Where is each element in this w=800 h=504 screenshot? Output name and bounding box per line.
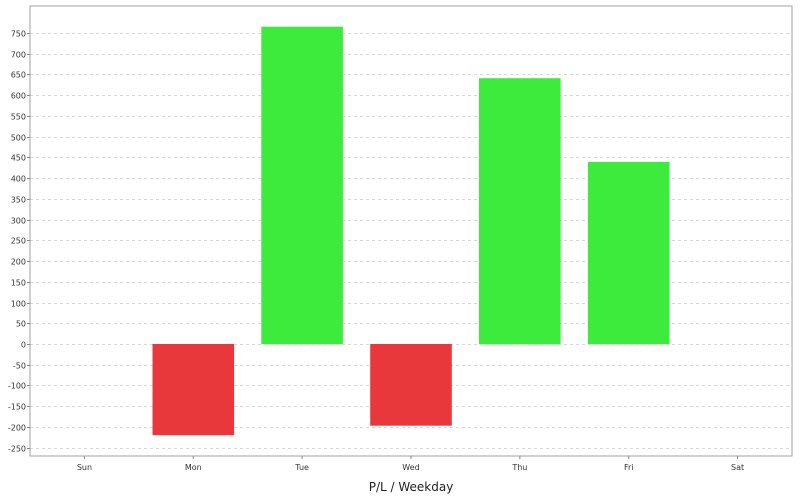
x-tick-label-mon: Mon — [185, 463, 202, 472]
y-axis: -250 -200 -150 -100 -50 0 50 100 150 200 250 300 350… — [8, 30, 30, 454]
y-tick-label: 350 — [11, 196, 26, 205]
y-tick-label: 450 — [11, 154, 26, 163]
bar-tue — [261, 26, 343, 344]
x-tick-label-sun: Sun — [77, 463, 92, 472]
y-tick-label: 150 — [11, 279, 26, 288]
bar-mon — [152, 344, 235, 436]
y-tick-label: 200 — [11, 258, 26, 267]
y-tick-label: 50 — [16, 320, 26, 329]
x-tick-label-wed: Wed — [402, 463, 419, 472]
y-tick-label: 750 — [11, 30, 26, 39]
y-tick-label: 0 — [21, 341, 26, 350]
y-tick-label: 650 — [11, 71, 26, 80]
bar-fri — [587, 161, 670, 344]
x-axis: Sun Mon Tue Wed Thu Fri Sat — [77, 456, 744, 472]
x-axis-title: P/L / Weekday — [369, 480, 454, 494]
y-tick-label: 600 — [11, 92, 26, 101]
y-tick-label: 500 — [11, 134, 26, 143]
y-tick-label: 400 — [11, 175, 26, 184]
y-tick-label: 250 — [11, 237, 26, 246]
x-tick-label-tue: Tue — [294, 463, 309, 472]
bar-wed — [370, 344, 452, 426]
y-tick-label: 300 — [11, 217, 26, 226]
y-tick-label: -100 — [8, 382, 26, 391]
y-tick-label: -150 — [8, 403, 26, 412]
y-tick-label: 700 — [11, 51, 26, 60]
x-tick-label-fri: Fri — [624, 463, 634, 472]
bar-thu — [479, 78, 561, 345]
grid-layer — [30, 33, 792, 449]
y-tick-label: 550 — [11, 113, 26, 122]
y-tick-label: -250 — [8, 445, 26, 454]
y-tick-label: -50 — [13, 362, 26, 371]
y-tick-label: 100 — [11, 300, 26, 309]
bar-layer — [152, 26, 670, 436]
x-tick-label-sat: Sat — [731, 463, 744, 472]
y-tick-label: -200 — [8, 424, 26, 433]
x-tick-label-thu: Thu — [511, 463, 527, 472]
